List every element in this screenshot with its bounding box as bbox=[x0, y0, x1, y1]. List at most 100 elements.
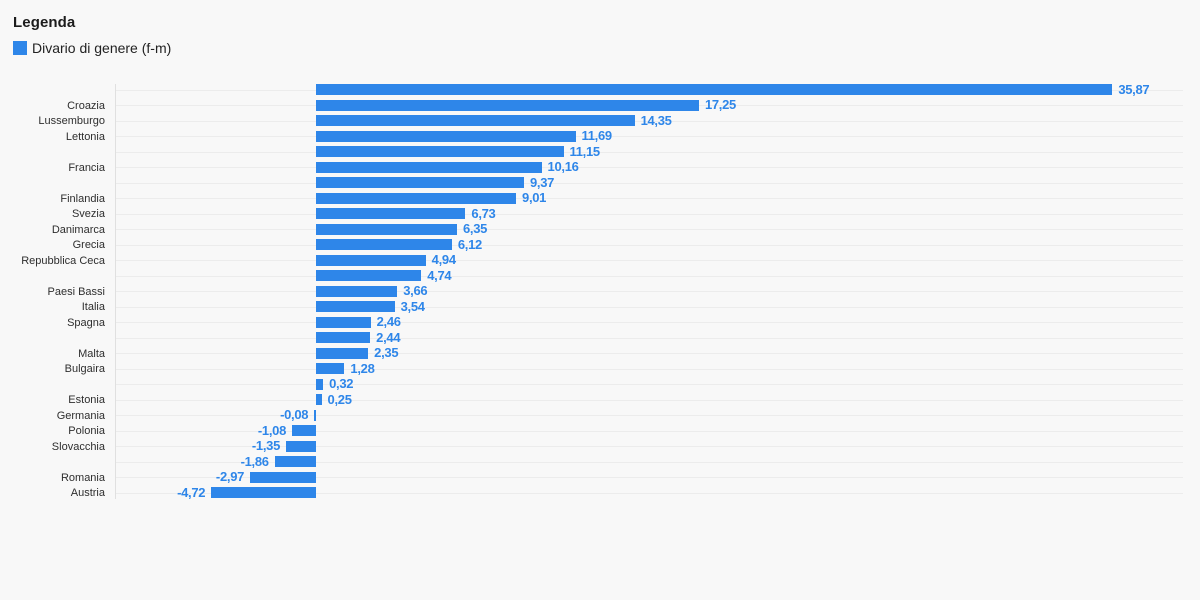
gridline bbox=[116, 260, 1183, 261]
bar[interactable] bbox=[316, 208, 466, 219]
bar[interactable] bbox=[316, 146, 564, 157]
category-label: Polonia bbox=[68, 425, 105, 437]
category-label: Spagna bbox=[67, 316, 105, 329]
gridline bbox=[116, 462, 1183, 463]
value-label: 1,28 bbox=[350, 360, 375, 376]
bar[interactable] bbox=[316, 316, 371, 328]
bar[interactable] bbox=[316, 332, 371, 343]
category-label: Germania bbox=[56, 409, 105, 422]
bar[interactable] bbox=[316, 115, 635, 126]
category-label: Grecia bbox=[72, 239, 105, 251]
category-label: Repubblica Ceca bbox=[21, 254, 105, 267]
gridline bbox=[116, 477, 1183, 478]
bar[interactable] bbox=[316, 84, 1113, 95]
gridline bbox=[116, 291, 1183, 292]
bar[interactable] bbox=[316, 177, 524, 188]
y-axis-line bbox=[115, 84, 116, 499]
gridline bbox=[116, 322, 1183, 323]
bar[interactable] bbox=[316, 347, 369, 359]
bar[interactable] bbox=[250, 471, 316, 483]
value-label: 6,73 bbox=[471, 205, 496, 221]
value-label: 2,46 bbox=[376, 314, 401, 329]
value-label: -1,35 bbox=[251, 438, 281, 453]
gridline bbox=[116, 493, 1183, 494]
value-label: 10,16 bbox=[547, 159, 579, 174]
bar[interactable] bbox=[316, 130, 576, 142]
category-label: Danimarca bbox=[51, 223, 105, 236]
value-label: -1,08 bbox=[257, 422, 287, 438]
value-label: 9,01 bbox=[522, 190, 547, 205]
value-label: -4,72 bbox=[177, 484, 206, 500]
category-label: Paesi Bassi bbox=[47, 285, 105, 298]
bar[interactable] bbox=[316, 192, 517, 204]
bar[interactable] bbox=[211, 487, 316, 498]
bar[interactable] bbox=[316, 363, 345, 374]
category-label: Romania bbox=[60, 471, 105, 484]
value-label: 2,35 bbox=[374, 345, 399, 360]
gridline bbox=[116, 229, 1183, 230]
bar[interactable] bbox=[316, 161, 542, 173]
gridline bbox=[116, 276, 1183, 277]
bar[interactable] bbox=[316, 223, 457, 235]
bar[interactable] bbox=[316, 270, 422, 281]
category-label: Slovacchia bbox=[51, 440, 105, 453]
value-label: 11,15 bbox=[569, 143, 601, 159]
value-label: 11,69 bbox=[581, 128, 613, 143]
value-label: 0,32 bbox=[329, 376, 354, 391]
gridline bbox=[116, 121, 1183, 122]
gridline bbox=[116, 446, 1183, 447]
gridline bbox=[116, 167, 1183, 168]
gridline bbox=[116, 338, 1183, 339]
bar[interactable] bbox=[316, 394, 322, 405]
bar[interactable] bbox=[274, 456, 316, 467]
category-label: Austria bbox=[70, 487, 105, 499]
legend-title: Legenda bbox=[13, 14, 76, 31]
value-label: -1,86 bbox=[240, 453, 269, 469]
category-label: Croazia bbox=[67, 99, 105, 112]
gridline bbox=[116, 245, 1183, 246]
gridline bbox=[116, 415, 1183, 416]
value-label: -0,08 bbox=[280, 407, 309, 422]
category-label: Estonia bbox=[68, 394, 105, 406]
category-label: Lussemburgo bbox=[38, 115, 105, 127]
bar[interactable] bbox=[316, 301, 395, 312]
value-label: 9,37 bbox=[530, 174, 555, 190]
value-label: 6,12 bbox=[457, 236, 482, 252]
gridline bbox=[116, 400, 1183, 401]
gridline bbox=[116, 369, 1183, 370]
gridline bbox=[116, 431, 1183, 432]
bar[interactable] bbox=[316, 239, 452, 250]
value-label: 17,25 bbox=[704, 97, 736, 112]
gridline bbox=[116, 353, 1183, 354]
gridline bbox=[116, 152, 1183, 153]
gridline bbox=[116, 183, 1183, 184]
category-label: Malta bbox=[78, 347, 105, 360]
gridline bbox=[116, 384, 1183, 385]
gridline bbox=[116, 214, 1183, 215]
category-label: Francia bbox=[68, 161, 105, 174]
bar[interactable] bbox=[316, 254, 426, 266]
bar[interactable] bbox=[286, 440, 316, 452]
value-label: 3,54 bbox=[400, 298, 425, 314]
value-label: 3,66 bbox=[403, 283, 428, 298]
category-label: Lettonia bbox=[65, 130, 105, 143]
legend-item-label: Divario di genere (f-m) bbox=[32, 40, 172, 56]
bar[interactable] bbox=[316, 99, 699, 111]
category-label: Finlandia bbox=[60, 192, 105, 205]
value-label: -2,97 bbox=[215, 469, 245, 484]
bar[interactable] bbox=[316, 378, 324, 390]
category-label: Bulgaira bbox=[64, 363, 105, 375]
value-label: 35,87 bbox=[1118, 81, 1150, 97]
bar[interactable] bbox=[316, 285, 398, 297]
legend: Legenda Divario di genere (f-m) bbox=[13, 14, 171, 56]
legend-item[interactable]: Divario di genere (f-m) bbox=[13, 40, 171, 56]
value-label: 6,35 bbox=[462, 221, 488, 236]
value-label: 0,25 bbox=[327, 391, 352, 407]
bar[interactable] bbox=[314, 409, 316, 421]
gridline bbox=[116, 136, 1183, 137]
bar[interactable] bbox=[292, 425, 316, 436]
square-swatch-icon bbox=[13, 41, 27, 55]
value-label: 4,74 bbox=[427, 267, 452, 283]
